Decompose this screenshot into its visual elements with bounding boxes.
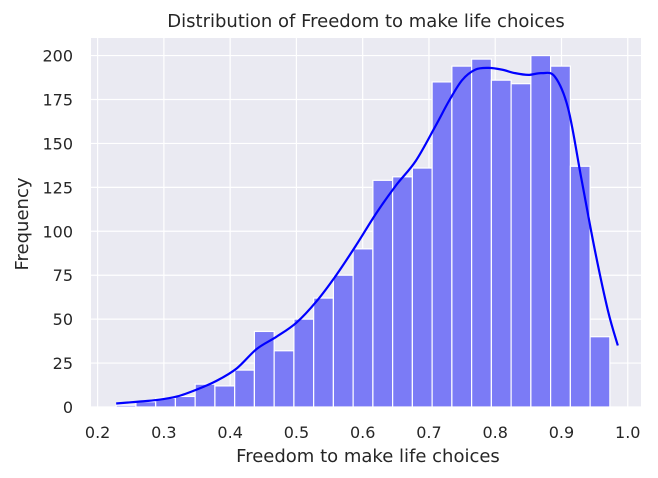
y-tick-label: 150 bbox=[42, 134, 73, 153]
y-tick-label: 75 bbox=[53, 266, 73, 285]
x-axis-label: Freedom to make life choices bbox=[236, 446, 500, 467]
kde-curve-group bbox=[116, 66, 619, 405]
histogram-bar bbox=[530, 54, 552, 408]
histogram-bar bbox=[332, 274, 354, 408]
x-tick-label: 0.2 bbox=[85, 423, 110, 442]
histogram-bar bbox=[115, 404, 137, 408]
histogram-bar bbox=[510, 83, 532, 408]
histogram-bar bbox=[214, 385, 236, 408]
histogram-bar bbox=[431, 81, 453, 408]
x-tick-label: 0.8 bbox=[482, 423, 507, 442]
y-axis-label: Frequency bbox=[12, 177, 33, 270]
histogram-bar bbox=[451, 65, 473, 408]
x-tick-label: 0.4 bbox=[217, 423, 242, 442]
x-axis-ticks: 0.2 0.3 0.4 0.5 0.6 0.7 0.8 0.9 1.0 bbox=[85, 423, 641, 442]
x-tick-label: 1.0 bbox=[615, 423, 640, 442]
histogram-bar bbox=[313, 297, 334, 408]
histogram-bar bbox=[352, 248, 374, 408]
histogram-bars bbox=[115, 54, 611, 408]
x-tick-label: 0.6 bbox=[350, 423, 375, 442]
histogram-bar bbox=[273, 350, 295, 408]
histogram-bar bbox=[174, 395, 196, 408]
histogram-bar bbox=[589, 336, 611, 408]
x-tick-label: 0.3 bbox=[151, 423, 176, 442]
y-axis-ticks: 0 25 50 75 100 125 150 175 200 bbox=[42, 47, 73, 417]
y-tick-label: 200 bbox=[42, 47, 73, 66]
y-tick-label: 25 bbox=[53, 354, 73, 373]
y-tick-label: 125 bbox=[42, 178, 73, 197]
y-tick-label: 175 bbox=[42, 91, 73, 110]
y-tick-label: 0 bbox=[63, 398, 73, 417]
y-tick-label: 50 bbox=[53, 310, 73, 329]
histogram-bar bbox=[392, 176, 413, 408]
x-tick-label: 0.7 bbox=[416, 423, 441, 442]
histogram-bar bbox=[569, 165, 591, 408]
x-tick-label: 0.9 bbox=[549, 423, 574, 442]
histogram-bar bbox=[490, 79, 512, 408]
x-tick-label: 0.5 bbox=[284, 423, 309, 442]
histogram-bar bbox=[411, 167, 433, 408]
kde-curve bbox=[116, 66, 619, 405]
chart-title: Distribution of Freedom to make life cho… bbox=[167, 11, 564, 32]
histogram-bar bbox=[293, 318, 315, 408]
histogram-bar bbox=[194, 383, 216, 408]
histogram-bar bbox=[471, 58, 492, 408]
y-tick-label: 100 bbox=[42, 222, 73, 241]
histogram-bar bbox=[550, 65, 571, 408]
histogram-bar bbox=[234, 369, 256, 408]
